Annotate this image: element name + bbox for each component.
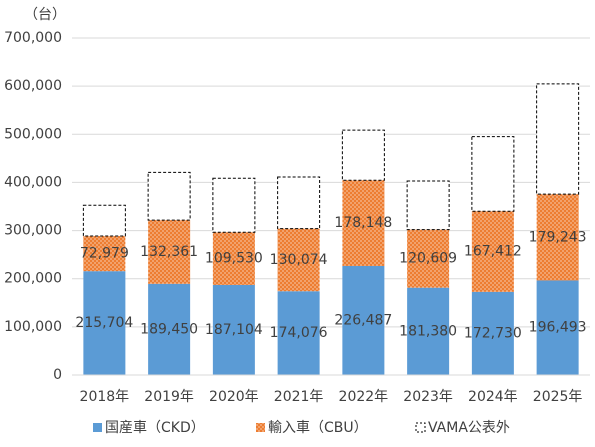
bar-segment bbox=[471, 136, 515, 212]
data-label: 167,412 bbox=[464, 244, 522, 260]
bar-segment bbox=[341, 129, 385, 181]
legend-label: 国産車（CKD） bbox=[105, 419, 205, 436]
bar-segment bbox=[342, 180, 385, 266]
x-tick-label: 2018年 bbox=[80, 389, 130, 405]
bar-segment bbox=[212, 284, 255, 375]
x-tick-label: 2020年 bbox=[209, 389, 259, 405]
data-label: 172,730 bbox=[464, 325, 522, 341]
data-label: 120,609 bbox=[399, 251, 457, 267]
y-tick-label: 500,000 bbox=[4, 126, 62, 142]
bar-segment bbox=[212, 232, 255, 285]
x-tick-label: 2023年 bbox=[403, 389, 453, 405]
bar-segment bbox=[277, 228, 320, 292]
bar-segment bbox=[536, 194, 579, 281]
bar-segment bbox=[277, 176, 321, 230]
data-label: 179,243 bbox=[529, 229, 587, 245]
y-tick-label: 200,000 bbox=[4, 271, 62, 287]
y-tick-label: 700,000 bbox=[4, 30, 62, 46]
x-tick-label: 2025年 bbox=[533, 389, 583, 405]
x-tick-label: 2022年 bbox=[339, 389, 389, 405]
bar-segment bbox=[536, 83, 580, 195]
legend-label: VAMA公表外 bbox=[428, 420, 510, 436]
y-tick-label: 400,000 bbox=[4, 174, 62, 190]
data-label: 109,530 bbox=[205, 251, 263, 267]
y-tick-label: 300,000 bbox=[4, 223, 62, 239]
y-tick-label: 0 bbox=[53, 367, 62, 383]
data-label: 189,450 bbox=[140, 321, 198, 337]
legend-swatch bbox=[415, 422, 426, 433]
bar-segment bbox=[277, 291, 320, 375]
bar-segment bbox=[407, 287, 450, 375]
data-label: 187,104 bbox=[205, 322, 263, 338]
data-label: 178,148 bbox=[334, 215, 392, 231]
data-label: 226,487 bbox=[334, 312, 392, 328]
y-unit: （台） bbox=[24, 7, 66, 23]
bar-segment bbox=[83, 236, 126, 272]
data-label: 174,076 bbox=[270, 325, 328, 341]
data-label: 132,361 bbox=[140, 244, 198, 260]
data-label: 72,979 bbox=[80, 246, 129, 262]
legend-label: 輸入車（CBU） bbox=[268, 419, 368, 436]
bar-segment bbox=[148, 283, 191, 375]
bar-segment bbox=[471, 291, 514, 375]
bar-segment bbox=[82, 204, 126, 237]
y-tick-label: 600,000 bbox=[4, 78, 62, 94]
data-label: 130,074 bbox=[270, 252, 328, 268]
bar-segment bbox=[407, 229, 450, 288]
x-tick-label: 2019年 bbox=[144, 389, 194, 405]
bar-segment bbox=[83, 271, 126, 375]
data-label: 196,493 bbox=[529, 320, 587, 336]
legend-swatch bbox=[256, 423, 265, 432]
bar-segment bbox=[212, 177, 256, 233]
y-tick-label: 100,000 bbox=[4, 319, 62, 335]
bar-segment bbox=[147, 171, 191, 221]
bar-segment bbox=[342, 265, 385, 375]
legend-swatch bbox=[93, 423, 102, 432]
x-tick-label: 2021年 bbox=[274, 389, 324, 405]
data-label: 215,704 bbox=[75, 315, 133, 331]
bar-segment bbox=[471, 211, 514, 292]
x-tick-label: 2024年 bbox=[468, 389, 518, 405]
bar-segment bbox=[148, 220, 191, 284]
bar-segment bbox=[406, 180, 450, 231]
data-label: 181,380 bbox=[399, 323, 457, 339]
bar-segment bbox=[536, 280, 579, 375]
